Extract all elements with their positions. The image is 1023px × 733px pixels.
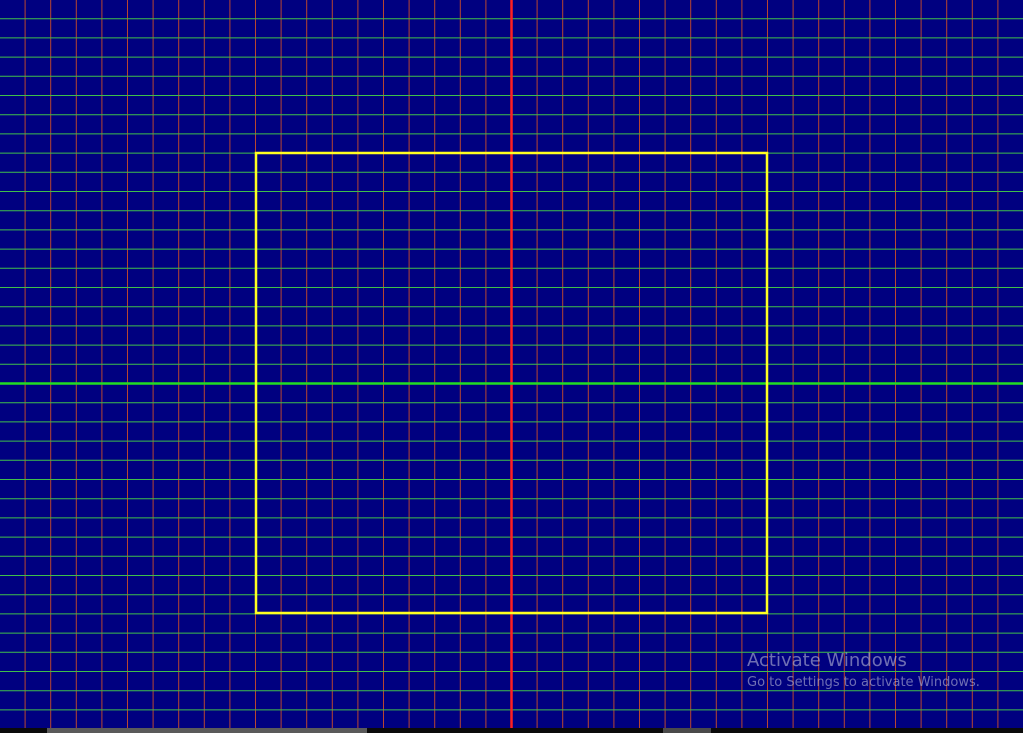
yellow-rectangle-shape[interactable]: [254, 151, 769, 615]
scrollbar-thumb[interactable]: [47, 728, 367, 733]
horizontal-scrollbar[interactable]: [0, 728, 1023, 733]
scrollbar-thumb-secondary[interactable]: [663, 728, 711, 733]
